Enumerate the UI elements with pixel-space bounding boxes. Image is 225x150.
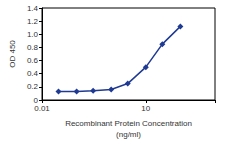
svg-text:1.0: 1.0 — [27, 30, 39, 39]
svg-text:0.8: 0.8 — [27, 43, 39, 52]
svg-text:OD 450: OD 450 — [8, 40, 17, 68]
svg-text:0.6: 0.6 — [27, 56, 39, 65]
svg-text:10: 10 — [141, 104, 150, 113]
svg-text:0.2: 0.2 — [27, 82, 39, 91]
svg-text:0: 0 — [33, 95, 38, 105]
svg-text:1.4: 1.4 — [27, 4, 39, 13]
svg-text:(ng/ml): (ng/ml) — [116, 130, 141, 139]
svg-text:Recombinant Protein Concentrat: Recombinant Protein Concentration — [65, 119, 192, 128]
svg-text:0.4: 0.4 — [27, 69, 39, 78]
svg-text:1.2: 1.2 — [27, 17, 39, 26]
svg-text:0.01: 0.01 — [34, 104, 50, 113]
